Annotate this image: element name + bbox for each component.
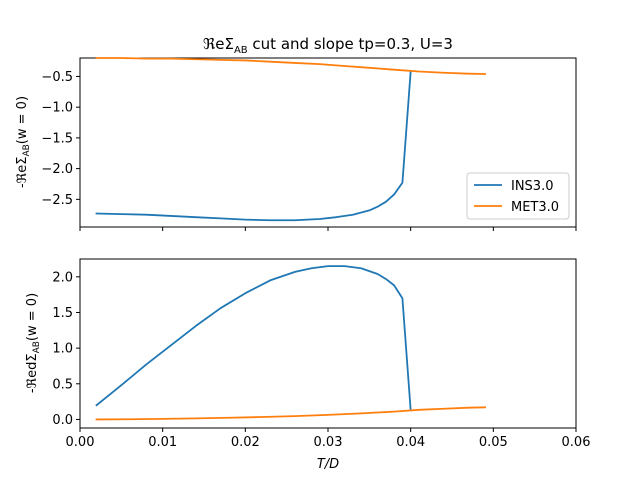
y-tick-label: 0.0 — [52, 413, 73, 428]
top-y-axis-label-main: -ℜeΣ — [15, 157, 30, 188]
bottom-x-axis: 0.00 0.01 0.02 0.03 0.04 0.05 0.06 — [66, 428, 591, 450]
top-x-axis — [79, 227, 577, 231]
legend-label-ins: INS3.0 — [511, 179, 554, 194]
bottom-plot-frame — [79, 258, 577, 429]
top-y-axis-label-rest: (w = 0) — [15, 96, 30, 144]
x-tick-label: 0.03 — [314, 435, 343, 450]
y-tick-label: 1.0 — [52, 342, 73, 357]
bottom-y-axis: 0.0 0.5 1.0 1.5 2.0 — [52, 270, 80, 428]
y-tick-label: 1.5 — [52, 306, 73, 321]
bottom-y-axis-label-rest: (w = 0) — [25, 293, 40, 341]
bottom-y-axis-label-main: -ℜedΣ — [25, 353, 40, 393]
series-line-ins3-0 — [95, 70, 412, 222]
top-y-axis-label-subscript: AB — [22, 144, 32, 156]
y-tick-label: 2.0 — [52, 270, 73, 285]
top-y-axis-label: -ℜeΣAB(w = 0) — [15, 96, 32, 188]
bottom-y-axis-label: -ℜedΣAB(w = 0) — [25, 293, 42, 393]
x-tick-label: 0.01 — [148, 435, 177, 450]
x-tick-label: 0.04 — [396, 435, 425, 450]
top-y-axis: −2.5 −2.0 −1.5 −1.0 −0.5 — [41, 70, 80, 208]
y-tick-label: −0.5 — [41, 70, 73, 85]
chart-title: ℜeΣAB cut and slope tp=0.3, U=3 — [203, 35, 453, 56]
series-line-ins3-0 — [95, 265, 412, 412]
series-line-met3-0 — [95, 57, 486, 75]
chart-title-main: ℜeΣ — [203, 35, 234, 53]
bottom-y-axis-label-subscript: AB — [32, 341, 42, 353]
y-tick-label: −2.0 — [41, 162, 73, 177]
chart-title-rest: cut and slope tp=0.3, U=3 — [248, 35, 453, 53]
top-panel: −2.5 −2.0 −1.5 −1.0 −0.5 -ℜeΣAB(w = 0) INS3.… — [15, 57, 577, 231]
chart-title-subscript: AB — [234, 45, 248, 56]
x-tick-label: 0.00 — [66, 435, 95, 450]
legend: INS3.0 MET3.0 — [466, 172, 570, 220]
top-series-group — [95, 57, 486, 222]
x-tick-label: 0.06 — [562, 435, 591, 450]
x-tick-label: 0.05 — [479, 435, 508, 450]
series-line-met3-0 — [95, 406, 486, 421]
bottom-series-group — [95, 265, 486, 421]
x-tick-label: 0.02 — [231, 435, 260, 450]
y-tick-label: −2.5 — [41, 193, 73, 208]
y-tick-label: −1.0 — [41, 101, 73, 116]
legend-label-met: MET3.0 — [511, 200, 559, 215]
y-tick-label: 0.5 — [52, 377, 73, 392]
y-tick-label: −1.5 — [41, 131, 73, 146]
bottom-panel: 0.0 0.5 1.0 1.5 2.0 0.00 0.01 0.02 0.03 0.04 0.05… — [25, 258, 591, 472]
x-axis-label: T/D — [317, 457, 339, 472]
